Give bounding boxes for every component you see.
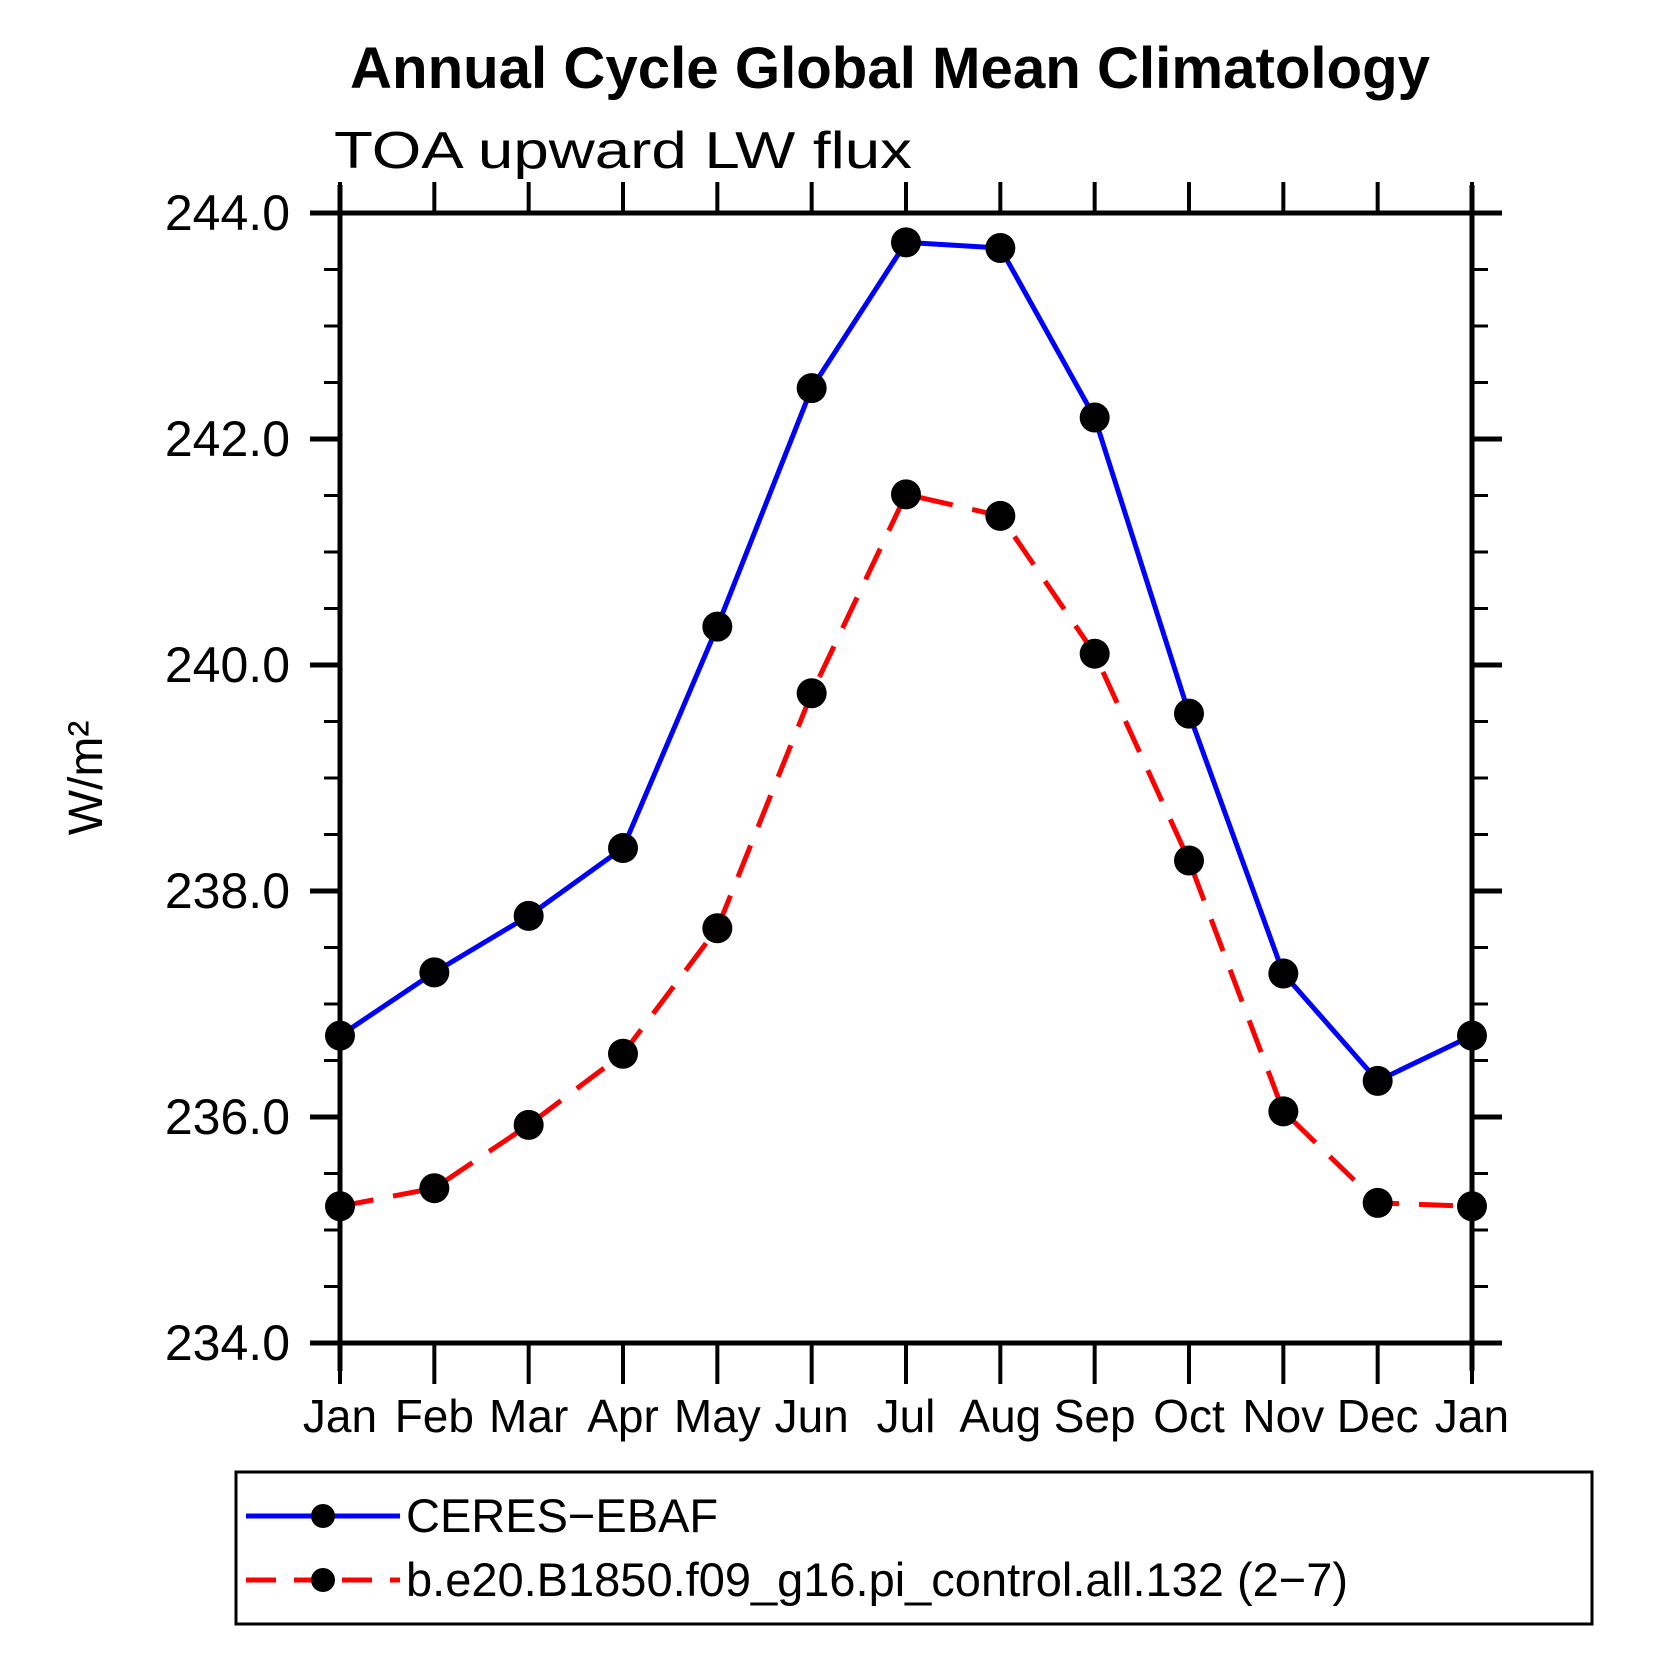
x-tick-label: Jun <box>775 1390 849 1442</box>
data-point-marker <box>796 678 827 709</box>
data-point-marker <box>1362 1065 1393 1096</box>
y-tick-label: 242.0 <box>165 411 290 467</box>
data-point-marker <box>608 1038 638 1069</box>
axes <box>310 182 1502 1384</box>
data-point-marker <box>1174 845 1204 876</box>
y-tick-label: 244.0 <box>165 185 290 241</box>
y-tick-label: 240.0 <box>165 637 290 693</box>
data-point-marker <box>891 227 921 258</box>
data-point-marker <box>985 500 1016 531</box>
chart-title: Annual Cycle Global Mean Climatology <box>350 36 1430 101</box>
data-point-marker <box>702 913 733 944</box>
data-point-marker <box>985 233 1016 264</box>
data-point-marker <box>608 833 638 864</box>
x-tick-label: Jul <box>877 1390 936 1442</box>
y-tick-label: 236.0 <box>165 1089 290 1145</box>
data-point-marker <box>891 479 921 510</box>
axis-tick-labels: Jan Feb Mar Apr May Jun Jul Aug Sep Oct Nov Dec Jan2… <box>165 185 1509 1442</box>
x-tick-label: Jan <box>1435 1390 1509 1442</box>
y-tick-label: 234.0 <box>165 1315 290 1371</box>
legend-label-ceres: CERES−EBAF <box>406 1489 718 1542</box>
legend-marker-ceres <box>311 1504 335 1528</box>
data-series <box>325 227 1487 1222</box>
legend-box <box>234 1470 1594 1626</box>
x-tick-label: Apr <box>587 1390 659 1442</box>
data-point-marker <box>513 900 544 931</box>
x-tick-label: Feb <box>395 1390 474 1442</box>
data-point-marker <box>702 611 733 642</box>
x-tick-label: Sep <box>1054 1390 1136 1442</box>
data-point-marker <box>1268 1096 1299 1127</box>
series-line-1 <box>339 491 1473 1209</box>
y-axis-label: W/m² <box>60 721 113 836</box>
data-point-marker <box>513 1109 544 1140</box>
legend-label-model: b.e20.B1850.f09_g16.pi_control.all.132 (… <box>406 1553 1348 1606</box>
x-tick-label: Aug <box>959 1390 1041 1442</box>
data-point-marker <box>1268 958 1299 989</box>
x-tick-label: Mar <box>489 1390 568 1442</box>
data-point-marker <box>1362 1187 1393 1218</box>
data-point-marker <box>1079 402 1110 433</box>
data-point-marker <box>1457 1020 1487 1051</box>
data-point-marker <box>1174 698 1204 729</box>
legend: CERES−EBAF b.e20.B1850.f09_g16.pi_contro… <box>234 1470 1594 1626</box>
legend-marker-model <box>311 1568 335 1592</box>
data-point-marker <box>1079 638 1110 669</box>
x-tick-label: Oct <box>1153 1390 1225 1442</box>
x-tick-label: May <box>674 1390 761 1442</box>
data-point-marker <box>325 1191 355 1222</box>
data-point-marker <box>419 1173 450 1204</box>
data-point-marker <box>796 373 827 404</box>
x-tick-label: Jan <box>303 1390 377 1442</box>
series-line-0 <box>338 239 1474 1084</box>
data-point-marker <box>419 957 450 988</box>
data-point-marker <box>325 1020 355 1051</box>
x-tick-label: Nov <box>1242 1390 1324 1442</box>
chart-subtitle: TOA upward LW flux <box>334 122 912 180</box>
x-tick-label: Dec <box>1337 1390 1419 1442</box>
data-point-marker <box>1457 1191 1487 1222</box>
y-tick-label: 238.0 <box>165 863 290 919</box>
